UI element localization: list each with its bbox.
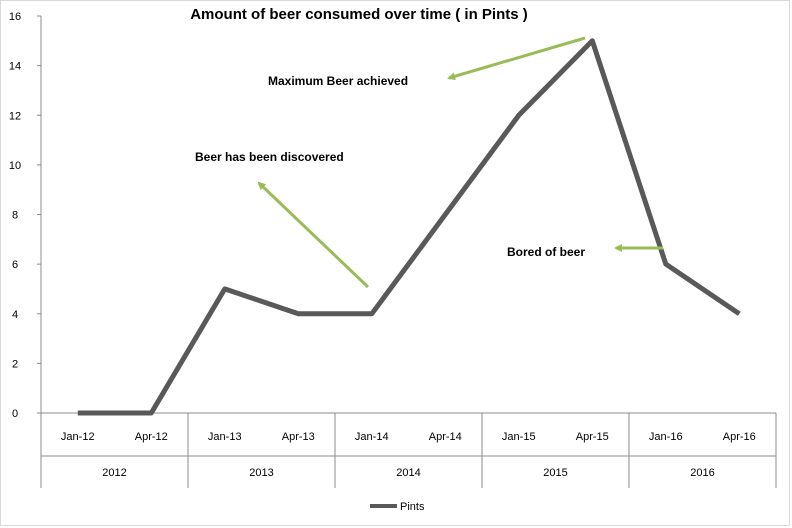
annotation-arrow-maximum (447, 36, 586, 81)
x-tick-label: Apr-13 (282, 431, 315, 443)
annotation-arrow-discovered (257, 181, 370, 289)
series-line-pints (77, 38, 741, 416)
year-label: 2013 (249, 467, 273, 479)
annotation-maximum-beer: Maximum Beer achieved (268, 74, 408, 88)
annotation-bored-of-beer: Bored of beer (507, 245, 585, 259)
x-tick-label: Jan-12 (61, 431, 95, 443)
y-tick-label: 14 (9, 61, 21, 73)
x-tick-label: Jan-16 (649, 431, 683, 443)
y-tick-label: 16 (9, 11, 21, 23)
year-group-dividers (187, 413, 630, 488)
y-tick-label: 12 (9, 110, 21, 122)
y-tick-label: 0 (12, 408, 18, 420)
legend-label-pints: Pints (400, 501, 425, 513)
x-tick-label: Apr-15 (576, 431, 609, 443)
year-label: 2012 (102, 467, 126, 479)
y-tick-label: 2 (12, 358, 18, 370)
x-tick-label: Apr-14 (429, 431, 462, 443)
year-label: 2016 (690, 467, 714, 479)
x-axis-labels: Jan-12 Apr-12 Jan-13 Apr-13 Jan-14 Apr-14 Jan-… (61, 431, 756, 443)
x-tick-label: Apr-16 (723, 431, 756, 443)
year-label: 2014 (396, 467, 420, 479)
x-tick-label: Jan-13 (208, 431, 242, 443)
y-axis-ticks: 0 2 4 6 8 10 12 14 16 (9, 11, 41, 420)
year-labels: 2012 2013 2014 2015 2016 (102, 467, 714, 479)
x-tick-label: Jan-14 (355, 431, 389, 443)
chart-title: Amount of beer consumed over time ( in P… (190, 6, 528, 23)
x-tick-label: Apr-12 (135, 431, 168, 443)
x-tick-label: Jan-15 (502, 431, 536, 443)
y-tick-label: 8 (12, 210, 18, 222)
year-label: 2015 (543, 467, 567, 479)
annotation-beer-discovered: Beer has been discovered (195, 150, 344, 164)
y-tick-label: 6 (12, 259, 18, 271)
y-tick-label: 10 (9, 160, 21, 172)
y-tick-label: 4 (12, 309, 18, 321)
